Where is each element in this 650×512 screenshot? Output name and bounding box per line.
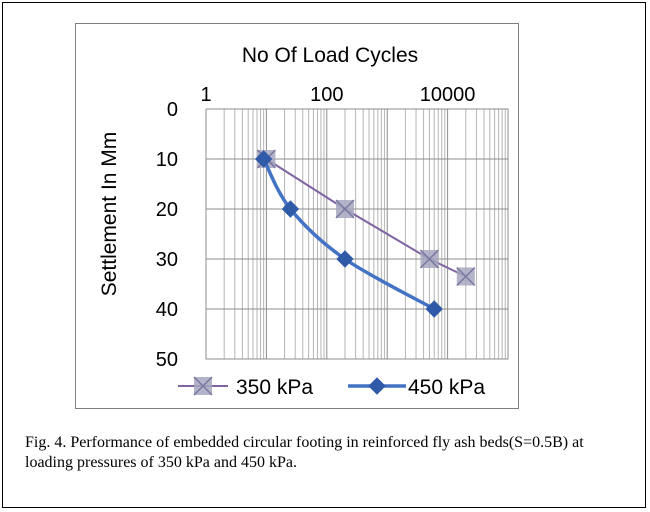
series-450-point (425, 300, 443, 318)
plot-border (205, 108, 509, 360)
series-450-point (281, 200, 300, 218)
x-tick-label: 1 (200, 84, 211, 106)
series-450-line (262, 158, 436, 311)
y-tick-label: 30 (156, 249, 178, 271)
y-tick-label: 40 (156, 299, 178, 321)
legend-450-label: 450 kPa (408, 376, 485, 399)
y-tick-label: 50 (156, 349, 178, 371)
figure-frame: 1 100 10000 No Of Load Cycles 0 10 20 30 40 50 Set… (2, 2, 646, 508)
series-450-point (336, 250, 354, 268)
series-350-point-stroke (335, 199, 355, 219)
figure-caption: Fig. 4. Performance of embedded circular… (25, 434, 584, 471)
x-axis-title: No Of Load Cycles (242, 44, 418, 67)
legend-350-marker-stroke (193, 376, 213, 396)
series-350-point-stroke (456, 266, 476, 287)
y-axis-title: Settlement In Mm (98, 132, 121, 297)
y-tick-label: 10 (156, 149, 178, 171)
chart-area: 1 100 10000 No Of Load Cycles 0 10 20 30 40 50 Set… (75, 23, 519, 409)
y-tick-label: 0 (167, 99, 178, 121)
series-350-point-stroke (419, 249, 439, 269)
x-tick-label: 10000 (420, 84, 476, 106)
legend-450-marker (368, 377, 386, 395)
series-450-point (254, 150, 273, 168)
series-350-line (265, 158, 467, 278)
legend-350-label: 350 kPa (236, 376, 313, 399)
x-tick-label: 100 (310, 84, 343, 106)
y-tick-label: 20 (156, 199, 178, 221)
